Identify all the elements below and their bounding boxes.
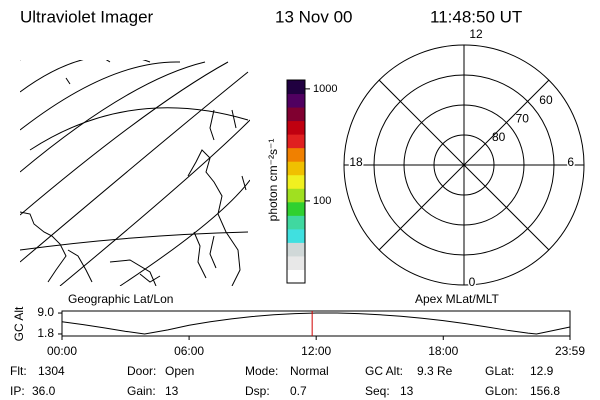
- x-tick-label: 23:59: [555, 344, 585, 358]
- info-label: IP:: [10, 384, 25, 398]
- colorbar-frame: [286, 79, 306, 284]
- geographic-map: [20, 60, 250, 286]
- lat-label: 80: [492, 130, 506, 144]
- info-value: 156.8: [530, 384, 560, 398]
- color-band: [287, 120, 305, 135]
- info-label: Dsp:: [245, 384, 270, 398]
- info-label: Flt:: [10, 364, 27, 378]
- color-band: [287, 188, 305, 203]
- mlt-label: 0: [469, 275, 476, 289]
- mlt-label: 18: [349, 155, 363, 169]
- info-value: Normal: [290, 364, 329, 378]
- colorbar-tick-label: 1000: [313, 83, 337, 95]
- polar-label: Apex MLat/MLT: [415, 292, 499, 306]
- color-band: [287, 134, 305, 149]
- info-value: 13: [400, 384, 414, 398]
- x-tick-label: 06:00: [174, 344, 204, 358]
- colorbar-tick-label: 100: [313, 195, 331, 207]
- plot-frame: [61, 310, 571, 337]
- color-band: [287, 242, 305, 257]
- x-tick-label: 18:00: [428, 344, 458, 358]
- y-tick-label: 1.8: [37, 326, 54, 340]
- y-tick-label: 9.0: [37, 305, 54, 319]
- mlt-line: [378, 79, 550, 251]
- color-band: [287, 269, 305, 284]
- y-axis-label: GC Alt: [12, 306, 26, 341]
- color-band: [287, 147, 305, 162]
- color-band: [287, 80, 305, 95]
- info-label: GC Alt:: [365, 364, 403, 378]
- title: Ultraviolet Imager: [20, 7, 154, 26]
- color-band: [287, 215, 305, 230]
- color-band: [287, 255, 305, 270]
- info-value: 12.9: [530, 364, 554, 378]
- color-band: [287, 161, 305, 176]
- color-band: [287, 107, 305, 122]
- mlt-label: 12: [469, 27, 483, 41]
- date: 13 Nov 00: [275, 7, 353, 26]
- time: 11:48:50 UT: [430, 7, 522, 26]
- color-band: [287, 228, 305, 243]
- lat-label: 70: [516, 112, 530, 126]
- info-label: Door:: [127, 364, 156, 378]
- colorbar: 100 1000: [286, 79, 337, 284]
- color-band: [287, 93, 305, 108]
- colorbar-label: photon cm⁻²s⁻¹: [266, 139, 280, 222]
- info-label: GLon:: [485, 384, 518, 398]
- color-band: [287, 174, 305, 189]
- x-tick-label: 00:00: [47, 344, 77, 358]
- altitude-plot: 9.0 1.8 00:00 06:00 12:00 18:00 23:59: [37, 305, 585, 358]
- info-value: 9.3 Re: [417, 364, 453, 378]
- x-tick-label: 12:00: [301, 344, 331, 358]
- info-value: Open: [165, 364, 194, 378]
- info-label: Seq:: [365, 384, 390, 398]
- lat-label: 60: [539, 93, 553, 107]
- info-label: GLat:: [485, 364, 514, 378]
- info-label: Mode:: [245, 364, 278, 378]
- footer: Flt: 1304 Door: Open Mode: Normal GC Alt: 9.3 R…: [10, 364, 560, 398]
- info-value: 36.0: [32, 384, 56, 398]
- map-label: Geographic Lat/Lon: [68, 292, 173, 306]
- mlt-label: 6: [567, 155, 574, 169]
- info-label: Gain:: [127, 384, 156, 398]
- info-value: 0.7: [290, 384, 307, 398]
- color-band: [287, 201, 305, 216]
- info-value: 13: [165, 384, 179, 398]
- info-value: 1304: [38, 364, 65, 378]
- altitude-line: [61, 312, 571, 335]
